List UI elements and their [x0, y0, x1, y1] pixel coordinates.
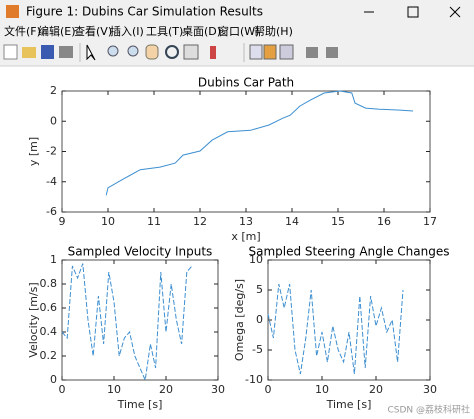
window-title: Figure 1: Dubins Car Simulation Results [26, 5, 263, 19]
y-tick-label: -5 [252, 343, 263, 356]
y-tick-label: 2 [50, 84, 57, 97]
menu-item[interactable]: 帮助(H) [254, 24, 293, 38]
x-axis-label: x [m] [231, 230, 260, 243]
y-tick-label: -6 [46, 205, 57, 218]
y-tick-label: -2 [46, 145, 57, 158]
x-tick-label: 12 [193, 215, 207, 228]
tool-datatip[interactable] [183, 44, 199, 60]
y-tick-label: -10 [245, 373, 263, 386]
x-tick-label: 10 [107, 383, 121, 396]
toolbar [3, 43, 338, 62]
data-line [105, 90, 414, 196]
y-tick-label: 0.2 [40, 349, 58, 362]
y-tick-label: 0 [50, 114, 57, 127]
menu-item[interactable]: 编辑(E) [38, 24, 76, 38]
tool-legend[interactable] [279, 44, 294, 60]
tool-brush[interactable] [210, 46, 216, 59]
x-tick-label: 16 [377, 215, 391, 228]
data-line [61, 263, 193, 382]
x-tick-label: 0 [59, 383, 66, 396]
watermark: CSDN @荔枝科研社 [387, 404, 470, 416]
y-axis-label: y [m] [27, 137, 40, 166]
y-axis-label: Omega [deg/s] [233, 279, 246, 361]
chrome-bg [0, 0, 474, 66]
tool-colorbar[interactable] [263, 44, 277, 60]
app-icon [6, 5, 19, 18]
x-tick-label: 13 [239, 215, 253, 228]
menu-bar: 文件(F)编辑(E)查看(V)插入(I) 工具(T)桌面(D)窗口(W)帮助(H) [4, 24, 293, 38]
menu-item[interactable]: 查看(V) [74, 24, 112, 38]
menu-item[interactable]: 窗口(W) [218, 24, 259, 38]
x-tick-label: 11 [147, 215, 161, 228]
y-tick-label: 5 [256, 283, 263, 296]
plot-area [61, 259, 219, 381]
x-tick-label: 17 [423, 215, 437, 228]
close-button[interactable] [449, 6, 461, 18]
tool-pan[interactable] [145, 44, 159, 60]
y-tick-label: -4 [46, 175, 57, 188]
x-tick-label: 10 [101, 215, 115, 228]
plot-area [267, 259, 431, 381]
tool-new[interactable] [3, 44, 18, 60]
menu-item[interactable]: 文件(F) [4, 24, 41, 38]
y-tick-label: 0.6 [40, 301, 58, 314]
y-axis-label: Velocity [m/s] [27, 282, 40, 357]
maximize-button[interactable] [407, 6, 419, 18]
tool-print[interactable] [59, 46, 73, 58]
chart-title: Dubins Car Path [198, 76, 294, 90]
tool-open[interactable] [22, 47, 36, 58]
x-tick-label: 9 [59, 215, 66, 228]
y-tick-label: 0 [256, 313, 263, 326]
x-tick-label: 30 [423, 383, 437, 396]
menu-item[interactable]: 工具(T) [146, 25, 183, 38]
tool-hide[interactable] [306, 47, 318, 58]
tool-zoom-out[interactable] [127, 45, 139, 57]
y-tick-label: 0 [50, 373, 57, 386]
y-tick-label: 0.8 [40, 277, 58, 290]
data-line [267, 283, 404, 375]
x-axis-label: Time [s] [326, 398, 372, 411]
x-tick-label: 20 [159, 383, 173, 396]
tool-zoom-in[interactable] [107, 45, 119, 57]
tool-pointer[interactable] [86, 44, 96, 61]
y-tick-label: 10 [249, 253, 263, 266]
x-tick-label: 30 [211, 383, 225, 396]
chart-title: Sampled Velocity Inputs [68, 245, 213, 259]
x-tick-label: 0 [265, 383, 272, 396]
tool-show[interactable] [326, 47, 338, 58]
y-tick-label: 1 [50, 253, 57, 266]
menu-item[interactable]: 桌面(D) [182, 25, 221, 38]
x-tick-label: 10 [315, 383, 329, 396]
menu-item[interactable]: 插入(I) [110, 24, 144, 38]
tool-save[interactable] [41, 45, 54, 59]
x-tick-label: 15 [331, 215, 345, 228]
chart-title: Sampled Steering Angle Changes [249, 245, 450, 259]
x-tick-label: 20 [369, 383, 383, 396]
tool-link[interactable] [249, 44, 263, 60]
y-tick-label: 0.4 [40, 325, 58, 338]
x-axis-label: Time [s] [117, 398, 163, 411]
x-tick-label: 14 [285, 215, 299, 228]
tool-rotate[interactable] [165, 45, 179, 59]
